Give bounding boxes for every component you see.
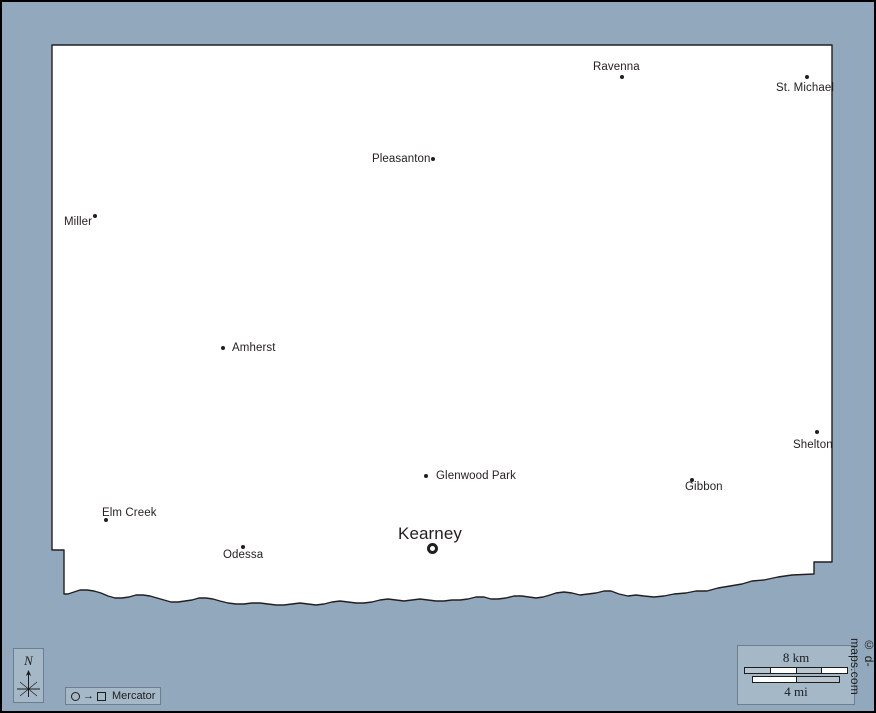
scale-bar-km (744, 667, 848, 674)
city-dot-pleasanton[interactable] (431, 157, 435, 161)
scale-seg (796, 677, 839, 682)
city-label-pleasanton[interactable]: Pleasanton (372, 153, 431, 165)
city-label-kearney[interactable]: Kearney (398, 524, 463, 543)
city-dot-shelton[interactable] (815, 430, 819, 434)
city-dot-gibbon[interactable] (690, 478, 694, 482)
city-dot-ravenna[interactable] (620, 75, 624, 79)
city-dot-amherst[interactable] (221, 346, 225, 350)
compass-rose: N (13, 648, 44, 703)
scale-mi-label: 4 mi (784, 684, 808, 699)
compass-rose-icon: N (17, 653, 40, 697)
city-dot-odessa[interactable] (241, 545, 245, 549)
scale-seg (745, 668, 771, 673)
city-label-amherst[interactable]: Amherst (232, 342, 276, 354)
scale-km-label: 8 km (782, 649, 810, 665)
city-dot-elm-creek[interactable] (104, 518, 108, 522)
scale-bar-mi (752, 676, 840, 683)
square-icon (97, 691, 106, 701)
city-label-odessa[interactable]: Odessa (223, 549, 264, 561)
city-label-gibbon[interactable]: Gibbon (685, 481, 723, 493)
scale-seg (796, 668, 823, 673)
scale-seg (822, 668, 847, 673)
city-label-ravenna[interactable]: Ravenna (593, 61, 640, 73)
city-label-glenwood-park[interactable]: Glenwood Park (436, 470, 516, 482)
city-dot-st-michael[interactable] (805, 75, 809, 79)
county-land-shape (51, 44, 833, 606)
city-dot-miller[interactable] (93, 214, 97, 218)
scale-seg (770, 668, 797, 673)
city-dot-glenwood-park[interactable] (424, 474, 428, 478)
compass-north-letter: N (23, 653, 34, 668)
projection-indicator[interactable]: → Mercator (65, 687, 162, 705)
arrow-right-icon: → (83, 689, 94, 702)
projection-label: Mercator (112, 690, 156, 702)
city-label-shelton[interactable]: Shelton (793, 439, 833, 451)
copyright-credit: © d-maps.com (848, 638, 876, 695)
city-ring-kearney[interactable] (427, 543, 438, 554)
scale-bar-widget: 8 km 4 mi (737, 645, 855, 705)
city-label-st-michael[interactable]: St. Michael (776, 82, 834, 94)
circle-icon (71, 691, 80, 701)
city-label-miller[interactable]: Miller (64, 216, 93, 228)
city-label-elm-creek[interactable]: Elm Creek (102, 507, 157, 519)
scale-seg (753, 677, 797, 682)
